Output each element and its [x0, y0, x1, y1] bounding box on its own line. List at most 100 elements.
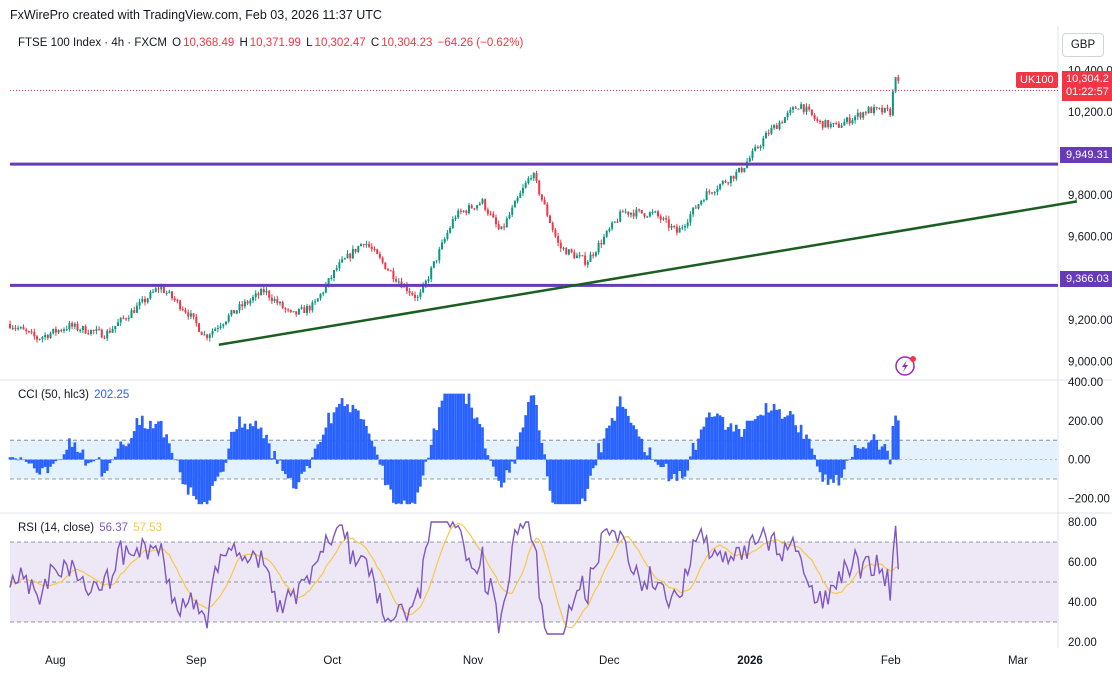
- cci-bar: [448, 393, 452, 460]
- currency-button[interactable]: GBP: [1062, 33, 1104, 57]
- cci-bar: [516, 446, 519, 460]
- cci-bar: [513, 459, 517, 464]
- cci-bar: [748, 420, 752, 460]
- cci-bar: [389, 459, 393, 490]
- candle-body: [90, 329, 92, 334]
- candle-body: [457, 210, 460, 218]
- close-label: C: [370, 37, 380, 49]
- cci-bar: [267, 443, 271, 460]
- cci-bar: [294, 459, 298, 489]
- candle-body: [551, 222, 554, 230]
- cci-bar: [842, 459, 846, 470]
- cci-bar: [494, 459, 498, 477]
- cci-bar: [49, 459, 52, 467]
- cci-bar: [554, 459, 557, 505]
- cci-bar: [686, 459, 690, 471]
- cci-bar: [435, 430, 438, 460]
- candle-body: [73, 323, 76, 327]
- cci-bar: [570, 459, 573, 505]
- rsi-label[interactable]: RSI (14, close): [18, 522, 95, 534]
- cci-bar: [815, 459, 819, 467]
- candle-body: [200, 331, 203, 335]
- cci-bar: [275, 459, 279, 464]
- cci-tick-label: 200.00: [1068, 416, 1103, 428]
- candle-body: [219, 326, 222, 328]
- cci-bar: [699, 429, 703, 460]
- level-tag-upper: 9,949.31: [1060, 147, 1112, 163]
- cci-bar: [545, 459, 549, 477]
- candle-body: [33, 332, 36, 337]
- cci-bar: [599, 452, 603, 460]
- candle-body: [794, 107, 797, 109]
- candle-body: [851, 120, 854, 124]
- cci-bar: [888, 459, 892, 465]
- cci-bar: [437, 407, 441, 460]
- level-tag-lower: 9,366.03: [1060, 271, 1112, 287]
- cci-bar: [653, 459, 657, 462]
- candle-body: [98, 329, 101, 331]
- cci-bar: [540, 442, 544, 460]
- candle-body: [735, 171, 738, 179]
- candle-body: [856, 112, 859, 117]
- rsi-tick-label: 80.00: [1068, 517, 1097, 529]
- candle-body: [265, 290, 268, 293]
- cci-bar: [591, 459, 595, 469]
- candle-body: [708, 191, 711, 193]
- candle-body: [859, 112, 862, 118]
- candle-body: [630, 212, 632, 215]
- candle-body: [840, 125, 843, 128]
- candle-body: [670, 225, 673, 228]
- candle-body: [287, 309, 290, 311]
- cci-bar: [151, 428, 155, 460]
- cci-bar: [753, 419, 757, 460]
- cci-bar: [35, 459, 39, 473]
- time-tick-label: Aug: [45, 655, 65, 667]
- cci-bar: [135, 418, 139, 460]
- symbol-name[interactable]: FTSE 100 Index · 4h · FXCM: [18, 37, 167, 49]
- candle-body: [827, 120, 830, 128]
- cci-bar: [194, 459, 198, 500]
- candle-body: [397, 281, 400, 283]
- chart-area[interactable]: 9,000.009,200.009,400.009,600.009,800.00…: [0, 26, 1112, 674]
- candle-body: [333, 270, 335, 278]
- candle-body: [530, 178, 533, 180]
- candle-body: [538, 180, 541, 195]
- cci-bar: [238, 416, 241, 460]
- candle-body: [738, 167, 740, 172]
- candle-body: [230, 310, 233, 316]
- cci-bar: [667, 459, 671, 482]
- cci-bar: [165, 434, 168, 460]
- candle-body: [689, 214, 692, 223]
- candle-body: [897, 77, 900, 81]
- candle-body: [354, 248, 357, 252]
- cci-label[interactable]: CCI (50, hlc3): [18, 389, 89, 401]
- cci-bar: [119, 441, 123, 460]
- alert-dot: [910, 356, 916, 362]
- candle-body: [432, 261, 435, 268]
- cci-bar: [410, 459, 414, 503]
- candle-body: [797, 108, 800, 110]
- cci-bar: [581, 459, 584, 499]
- cci-bar: [14, 458, 17, 460]
- cci-bar: [845, 459, 849, 461]
- rsi-value: 56.37: [99, 522, 129, 534]
- candle-body: [408, 291, 411, 293]
- candle-body: [446, 232, 449, 239]
- candle-body: [767, 132, 770, 134]
- cci-bar: [124, 446, 128, 460]
- cci-bar: [497, 459, 501, 481]
- cci-bar: [481, 427, 484, 460]
- cci-bar: [24, 459, 28, 462]
- candle-body: [135, 305, 138, 313]
- cci-bar: [810, 448, 814, 460]
- candle-body: [273, 299, 276, 302]
- cci-bar: [54, 459, 58, 462]
- candle-body: [603, 236, 605, 245]
- candle-body: [648, 212, 651, 217]
- cci-bar: [521, 427, 525, 460]
- candle-body: [373, 249, 376, 251]
- candle-body: [443, 238, 446, 243]
- candle-body: [762, 138, 765, 147]
- candle-body: [559, 242, 562, 249]
- time-tick-label: 2026: [737, 655, 763, 667]
